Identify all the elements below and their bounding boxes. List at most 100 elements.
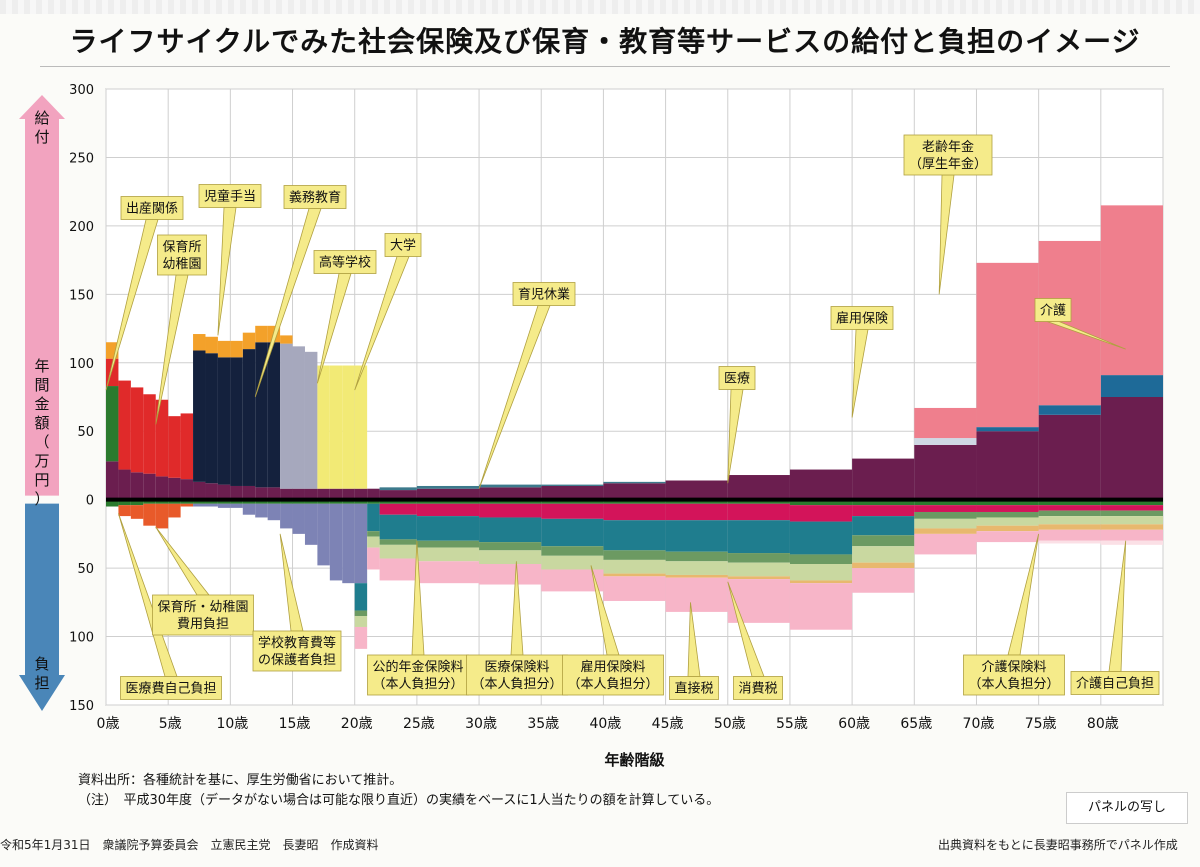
bar-segment xyxy=(976,511,1039,518)
burden-stack xyxy=(106,499,1163,649)
bar-segment xyxy=(603,483,666,500)
bar-segment xyxy=(603,550,666,560)
bar-segment xyxy=(665,551,728,562)
callout-label: 医療 xyxy=(724,372,750,387)
callout-label: 費用負担 xyxy=(177,617,229,632)
callout-label: 学校教育費等 xyxy=(258,635,336,651)
series-出産関係 xyxy=(106,386,119,462)
callout-box xyxy=(157,234,207,276)
bar-segment xyxy=(292,346,305,489)
bar-segment xyxy=(976,427,1039,432)
bar-segment xyxy=(354,503,368,584)
bar-segment xyxy=(329,365,343,489)
callout-label: （本人負担分） xyxy=(567,677,658,692)
callout-box xyxy=(718,366,756,390)
callout-label: 直接税 xyxy=(674,681,713,697)
bar-segment xyxy=(976,262,1039,428)
bar-segment xyxy=(155,476,169,500)
bar-segment xyxy=(1038,405,1101,415)
bar-segment xyxy=(727,503,790,521)
burden-arrow xyxy=(19,503,65,711)
callout: 児童手当 xyxy=(198,184,262,336)
series-老齢年金（厚生年金） xyxy=(914,205,1163,439)
x-tick-label: 60歳 xyxy=(838,716,870,732)
y-label-top: 給付 xyxy=(34,109,49,146)
callout-box xyxy=(283,185,347,209)
bar-segment xyxy=(280,503,293,529)
y-tick-label: 100 xyxy=(69,631,94,646)
bar-segment xyxy=(106,499,119,507)
bar-segment xyxy=(379,499,417,504)
bar-segment xyxy=(603,481,666,484)
bar-segment xyxy=(479,499,542,504)
callout-box xyxy=(252,630,342,672)
bar-segment xyxy=(789,505,853,522)
bar-segment xyxy=(379,514,417,540)
bar-segment xyxy=(416,488,480,500)
x-tick-label: 15歳 xyxy=(279,716,311,732)
bar-segment xyxy=(379,558,417,581)
bar-segment xyxy=(1038,499,1101,506)
axis-char: 担 xyxy=(34,674,49,692)
series-雇用保険料（本人負担分） xyxy=(354,516,1163,627)
bar-segment xyxy=(541,546,604,556)
axis-char: 金 xyxy=(34,395,49,413)
bar-segment xyxy=(789,554,853,565)
footer-left: 令和5年1月31日 衆議院予算委員会 立憲民主党 長妻昭 作成資料 xyxy=(0,838,379,852)
y-tick-label: 250 xyxy=(69,151,94,166)
bar-segment xyxy=(304,351,318,489)
series-介護自己負担 xyxy=(1038,540,1163,545)
callout-label: 保育所・幼稚園 xyxy=(157,599,248,615)
bar-segment xyxy=(976,525,1039,532)
bar-segment xyxy=(205,353,218,484)
footnote: （注） 平成30年度（データがない場合は可能な限り直近）の実績をベースに1人当た… xyxy=(78,793,720,808)
bar-segment xyxy=(193,503,206,507)
callout-label: （本人負担分） xyxy=(471,677,562,692)
axis-char: 万 xyxy=(34,452,49,470)
bar-segment xyxy=(541,484,604,486)
axis-char: 円 xyxy=(34,471,49,489)
bar-segment xyxy=(416,547,480,562)
y-tick-label: 100 xyxy=(69,357,94,372)
bar-segment xyxy=(479,503,542,518)
bar-segment xyxy=(379,490,417,500)
bar-segment xyxy=(118,469,131,500)
bar-segment xyxy=(1100,540,1163,545)
callout-label: 雇用保険 xyxy=(836,311,888,327)
bar-segment xyxy=(1038,529,1101,541)
bar-segment xyxy=(367,488,380,500)
bar-segment xyxy=(217,340,231,358)
callout: 消費税 xyxy=(727,581,783,700)
bar-segment xyxy=(665,574,728,578)
bar-segment xyxy=(143,473,156,500)
callout: 介護自己負担 xyxy=(1070,540,1160,695)
callout-box xyxy=(313,250,377,274)
callout-label: 幼稚園 xyxy=(162,257,201,272)
bar-segment xyxy=(367,499,380,504)
bar-segment xyxy=(230,340,243,358)
callout-label: 出産関係 xyxy=(126,201,178,217)
callout-label: 保育所 xyxy=(162,239,201,255)
x-tick-label: 35歳 xyxy=(527,716,559,732)
callout: 雇用保険 xyxy=(830,306,894,418)
bar-segment xyxy=(852,499,915,506)
bar-segment xyxy=(217,357,231,485)
bar-segment xyxy=(217,484,231,500)
bar-segment xyxy=(789,580,853,584)
bar-segment xyxy=(914,438,977,445)
y-tick-label: 200 xyxy=(69,220,94,235)
bar-segment xyxy=(914,533,977,555)
x-tick-label: 80歳 xyxy=(1087,716,1119,732)
bar-segment xyxy=(317,365,330,489)
bar-segment xyxy=(665,520,728,552)
callout-label: （本人負担分） xyxy=(372,677,463,692)
bar-segment xyxy=(168,499,181,504)
bar-segment xyxy=(379,503,417,515)
bar-segment xyxy=(541,503,604,519)
bar-segment xyxy=(292,499,305,504)
series-医療保険料（本人負担分） xyxy=(354,510,1163,617)
callout-label: 介護保険料 xyxy=(981,659,1046,675)
footer-right: 出典資料をもとに長妻昭事務所でパネル作成 xyxy=(938,838,1178,852)
